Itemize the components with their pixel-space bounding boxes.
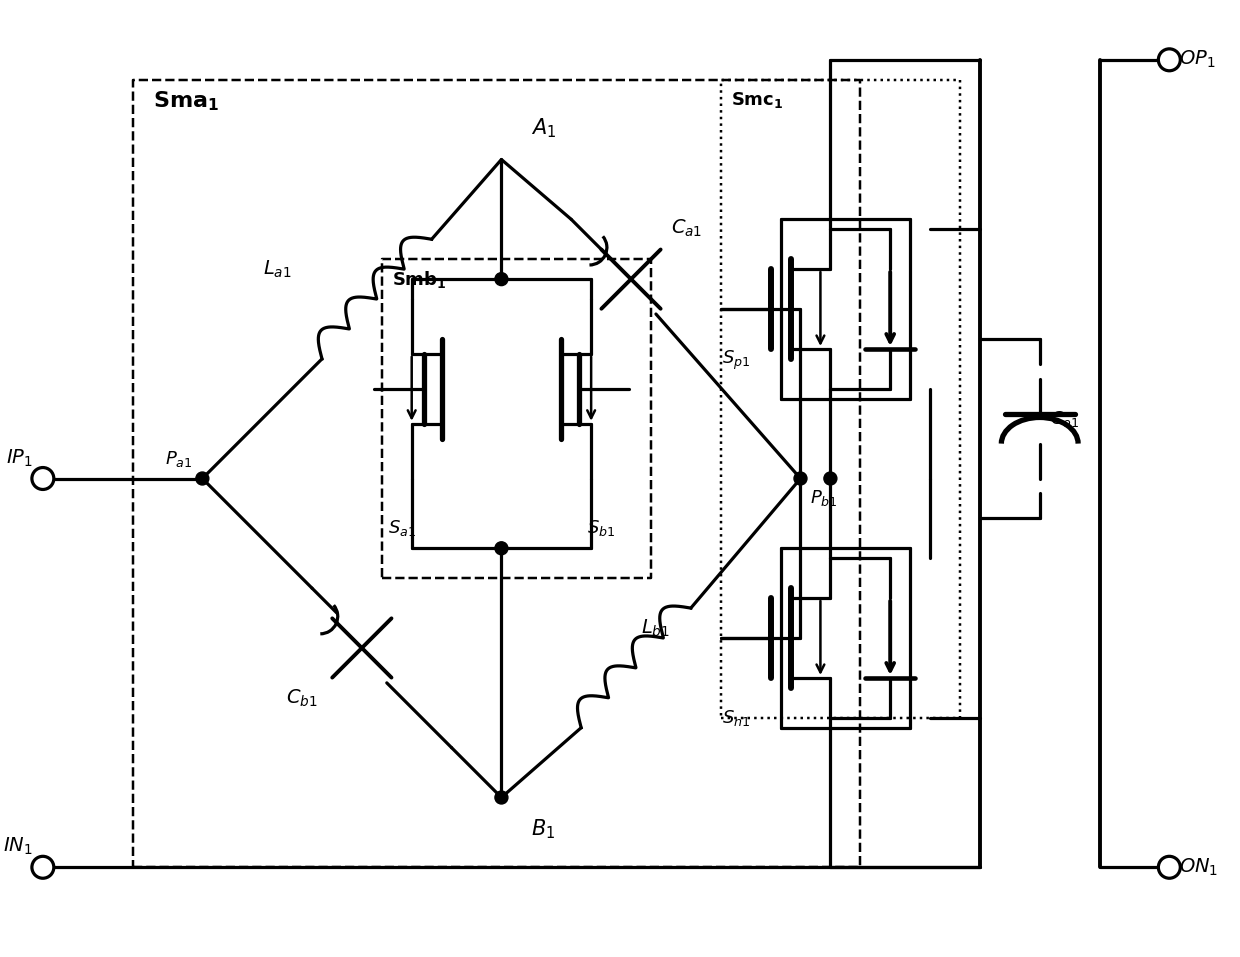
Circle shape: [823, 472, 837, 485]
Text: $A_1$: $A_1$: [531, 116, 557, 140]
Text: $S_{a1}$: $S_{a1}$: [388, 519, 415, 539]
Circle shape: [495, 273, 508, 285]
Text: $S_{p1}$: $S_{p1}$: [723, 349, 750, 372]
Text: $P_{b1}$: $P_{b1}$: [811, 488, 838, 508]
Circle shape: [32, 857, 53, 879]
Text: $C_{a1}$: $C_{a1}$: [671, 218, 702, 239]
Text: $IP_1$: $IP_1$: [6, 447, 33, 469]
Text: $C_{o1}$: $C_{o1}$: [1050, 409, 1079, 429]
Text: $L_{b1}$: $L_{b1}$: [641, 617, 670, 638]
Circle shape: [196, 472, 208, 485]
Text: $S_{b1}$: $S_{b1}$: [587, 519, 615, 539]
Circle shape: [1158, 857, 1180, 879]
Circle shape: [32, 468, 53, 489]
Text: $L_{a1}$: $L_{a1}$: [263, 258, 293, 279]
Text: $OP_1$: $OP_1$: [1179, 49, 1215, 71]
Circle shape: [495, 791, 508, 804]
Text: $B_1$: $B_1$: [531, 817, 556, 841]
Circle shape: [794, 472, 807, 485]
Text: $P_{a1}$: $P_{a1}$: [165, 449, 192, 469]
Circle shape: [1158, 49, 1180, 71]
Circle shape: [495, 542, 508, 555]
Text: $C_{b1}$: $C_{b1}$: [286, 688, 317, 709]
Text: $S_{n1}$: $S_{n1}$: [723, 708, 750, 727]
Text: $ON_1$: $ON_1$: [1179, 857, 1219, 878]
Text: $IN_1$: $IN_1$: [4, 836, 33, 857]
Text: $\mathbf{Smc_1}$: $\mathbf{Smc_1}$: [730, 90, 784, 110]
Text: $\mathbf{Smb_1}$: $\mathbf{Smb_1}$: [392, 269, 446, 290]
Text: $\mathbf{Sma_1}$: $\mathbf{Sma_1}$: [153, 90, 218, 113]
